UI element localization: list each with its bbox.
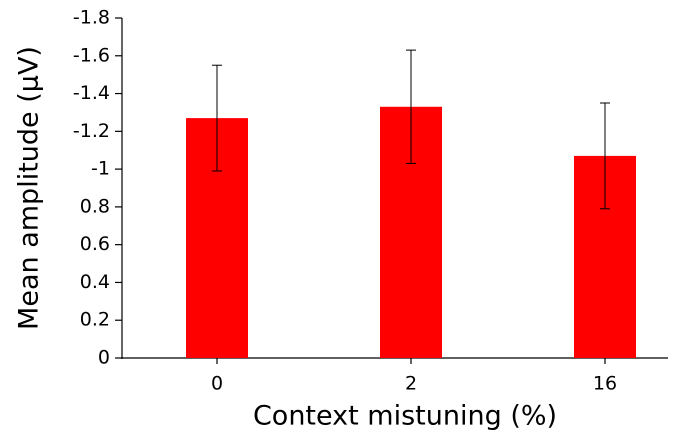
y-tick-label: 0.2 <box>80 309 110 331</box>
y-tick-label: -1.6 <box>73 44 110 66</box>
y-tick-label: -1.8 <box>73 7 110 29</box>
y-tick-label: 0.6 <box>80 233 110 255</box>
x-axis-title: Context mistuning (%) <box>253 401 557 432</box>
y-tick-label: 0 <box>98 347 110 369</box>
x-tick-label: 0 <box>211 373 223 395</box>
y-tick-label: -1.2 <box>73 120 110 142</box>
y-tick-label: -1.4 <box>73 82 110 104</box>
x-tick-label: 2 <box>405 373 417 395</box>
y-tick-label: 0.4 <box>80 271 110 293</box>
y-tick-label: 0.8 <box>80 195 110 217</box>
y-tick-label: -1 <box>91 158 110 180</box>
y-axis-title: Mean amplitude (μV) <box>14 46 45 330</box>
x-tick-label: 16 <box>593 373 617 395</box>
